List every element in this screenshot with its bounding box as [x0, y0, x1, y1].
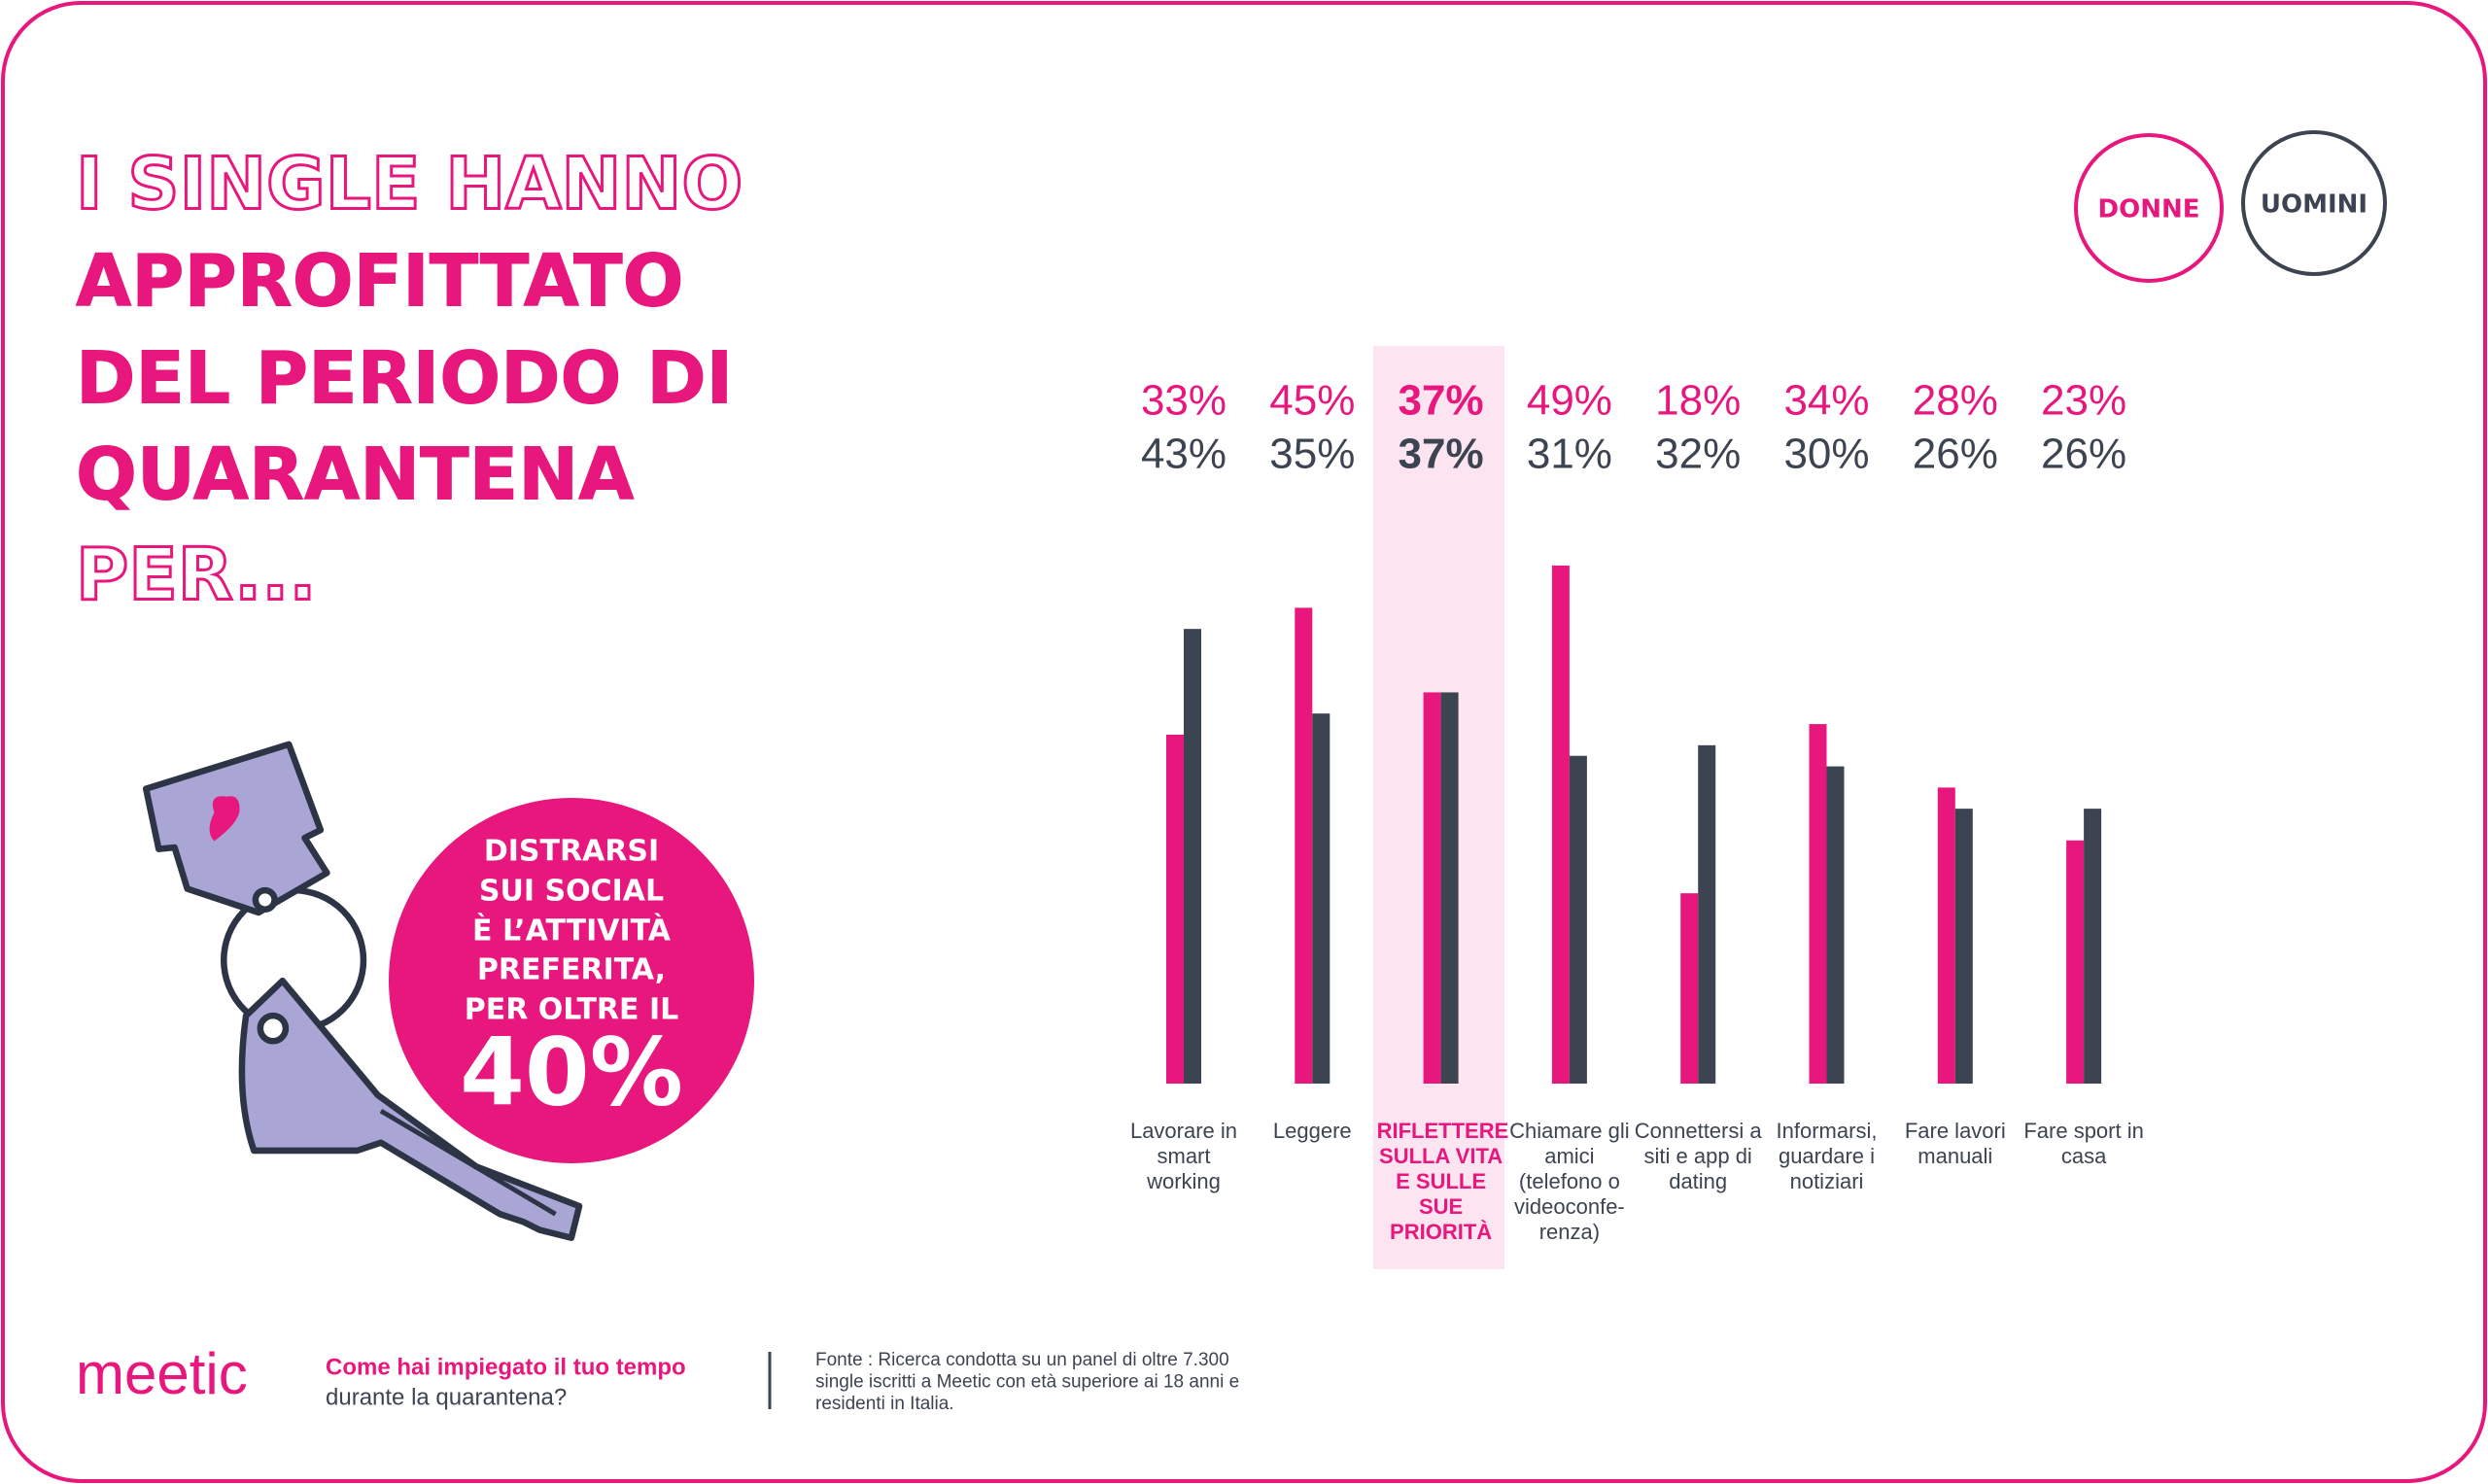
title-line: APPROFITTATO — [76, 240, 684, 324]
footer-source: Fonte : Ricerca condotta su un panel di … — [815, 1350, 1229, 1370]
value-label: 37% — [1399, 377, 1484, 425]
bar — [1569, 755, 1587, 1084]
footer-source: residenti in Italia. — [815, 1394, 954, 1414]
value-label: 32% — [1655, 431, 1741, 478]
value-label: 34% — [1783, 377, 1869, 425]
callout-line: DISTRARSI — [484, 835, 659, 869]
bar — [2084, 809, 2102, 1084]
footer-question: durante la quarantena? — [326, 1384, 567, 1410]
bar — [1809, 724, 1827, 1084]
bar — [1295, 607, 1313, 1084]
value-label: 26% — [2041, 431, 2126, 478]
value-label: 18% — [1655, 377, 1741, 425]
bar — [1184, 629, 1201, 1084]
title-line: DEL PERIODO DI — [76, 337, 733, 421]
callout-circle — [389, 798, 754, 1163]
footer-question: Come hai impiegato il tuo tempo — [326, 1354, 686, 1380]
logo: meetic — [76, 1341, 248, 1406]
legend-label: UOMINI — [2261, 190, 2367, 220]
title-line: QUARANTENA — [76, 433, 634, 517]
value-label: 45% — [1269, 377, 1355, 425]
category-label: Informarsi, guardare i notiziari — [1776, 1119, 1878, 1193]
value-label: 30% — [1783, 431, 1869, 478]
title-line: I SINGLE HANNO — [76, 143, 743, 226]
bar — [1954, 809, 1973, 1084]
category-label: RIFLETTERE SULLA VITA E SULLE SUE PRIORI… — [1376, 1119, 1509, 1244]
callout-figure: 40% — [460, 1018, 683, 1126]
value-label: 28% — [1913, 377, 1998, 425]
bar — [1698, 744, 1716, 1084]
category-label: Connettersi a siti e app di dating — [1634, 1119, 1762, 1193]
callout-line: PER OLTRE IL — [465, 993, 678, 1027]
bar — [1551, 565, 1570, 1084]
bar — [1937, 787, 1955, 1084]
legend-circle — [2241, 130, 2387, 276]
callout-line: PREFERITA, — [477, 953, 666, 987]
value-label: 35% — [1269, 431, 1355, 478]
bar — [1423, 692, 1441, 1084]
value-label: 49% — [1527, 377, 1612, 425]
legend-label: DONNE — [2098, 195, 2200, 224]
value-label: 37% — [1399, 431, 1484, 478]
bar — [1166, 734, 1184, 1084]
value-label: 33% — [1141, 377, 1227, 425]
bar — [1826, 766, 1845, 1084]
bar — [1680, 893, 1699, 1084]
bar — [1312, 713, 1330, 1084]
bar — [2066, 840, 2085, 1084]
value-label: 43% — [1141, 431, 1227, 478]
bar — [1440, 692, 1459, 1084]
callout-line: È L’ATTIVITÀ — [472, 914, 672, 949]
value-label: 31% — [1527, 431, 1612, 478]
callout-line: SUI SOCIAL — [479, 875, 664, 909]
category-label: Fare sport in casa — [2023, 1119, 2144, 1168]
footer-source: single iscritti a Meetic con età superio… — [815, 1372, 1239, 1393]
legend-circle — [2074, 133, 2224, 283]
category-label: Chiamare gli amici (telefono o videoconf… — [1509, 1119, 1630, 1244]
value-label: 23% — [2041, 377, 2126, 425]
category-label: Leggere — [1272, 1119, 1352, 1143]
category-label: Fare lavori manuali — [1904, 1119, 2006, 1168]
title-line: PER... — [76, 534, 316, 617]
key-illustration — [142, 741, 583, 1242]
value-label: 26% — [1913, 431, 1998, 478]
category-label: Lavorare in smart working — [1129, 1119, 1238, 1193]
